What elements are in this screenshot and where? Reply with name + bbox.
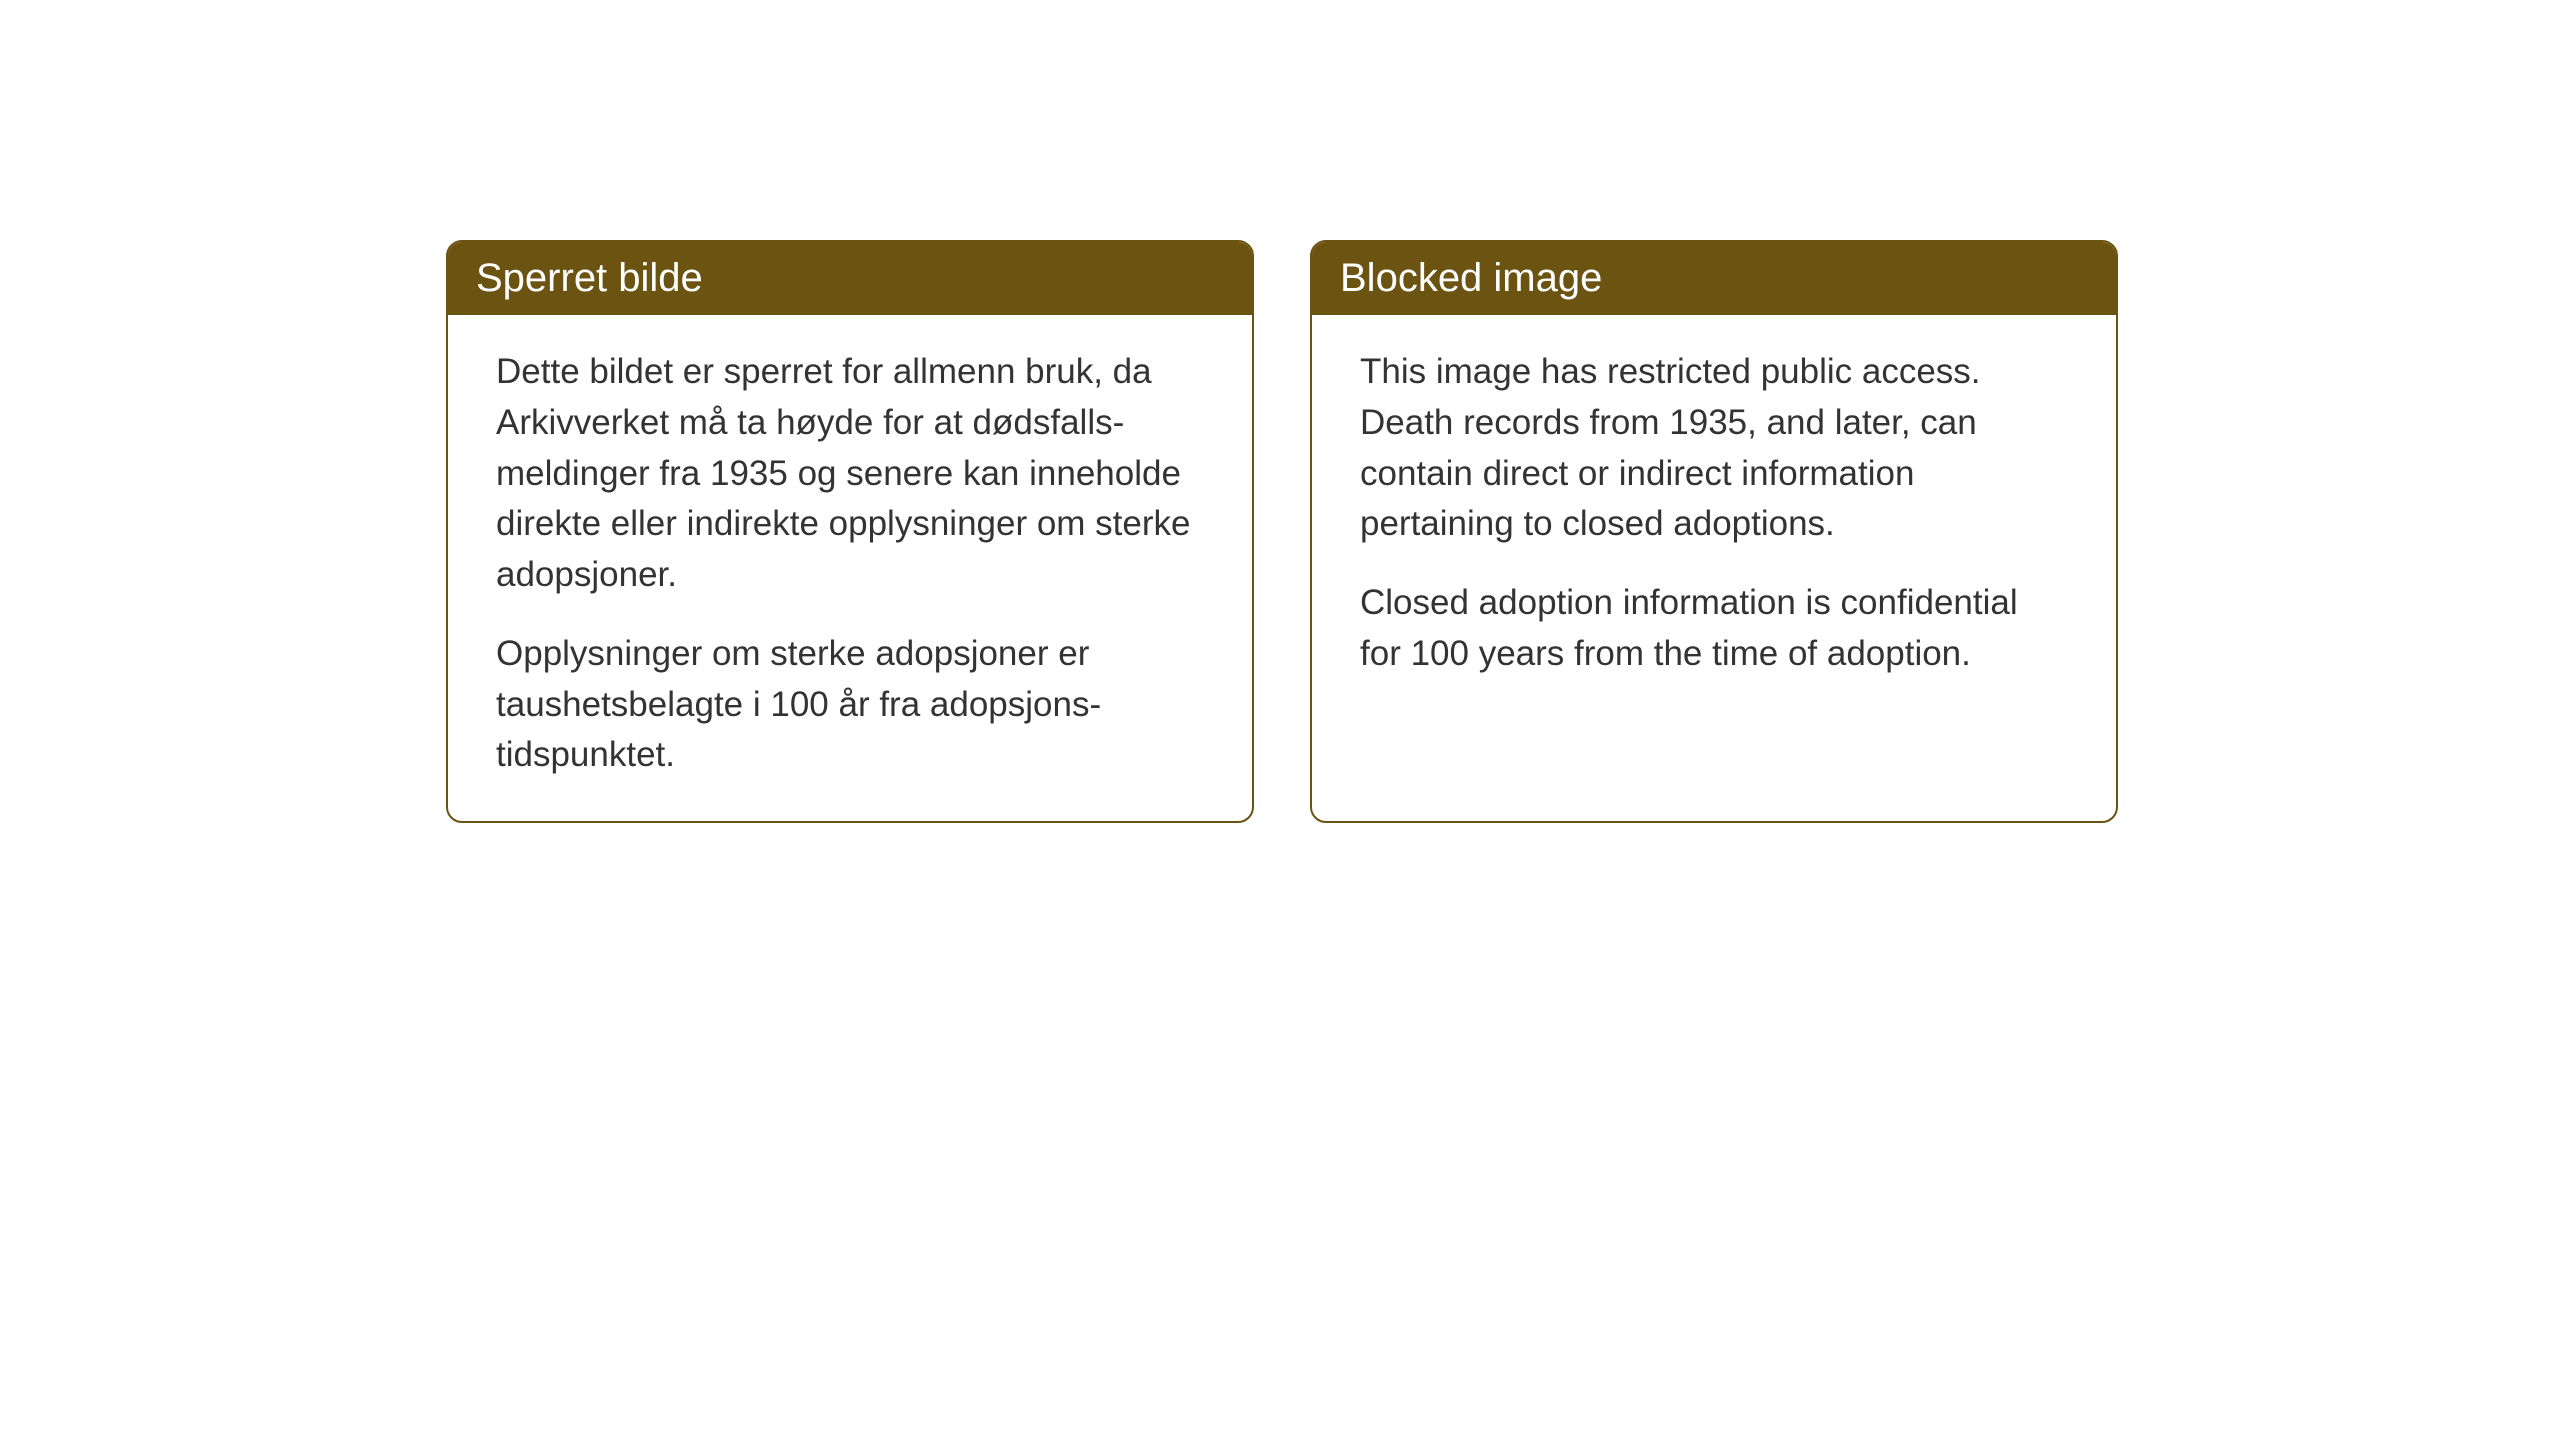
norwegian-card-header: Sperret bilde [448, 242, 1252, 315]
english-card-body: This image has restricted public access.… [1312, 315, 2116, 720]
norwegian-card-body: Dette bildet er sperret for allmenn bruk… [448, 315, 1252, 821]
english-notice-card: Blocked image This image has restricted … [1310, 240, 2118, 823]
norwegian-notice-card: Sperret bilde Dette bildet er sperret fo… [446, 240, 1254, 823]
english-card-header: Blocked image [1312, 242, 2116, 315]
norwegian-paragraph-2: Opplysninger om sterke adopsjoner er tau… [496, 629, 1204, 781]
notice-container: Sperret bilde Dette bildet er sperret fo… [446, 240, 2118, 823]
english-paragraph-2: Closed adoption information is confident… [1360, 578, 2068, 680]
norwegian-card-title: Sperret bilde [476, 256, 703, 300]
english-paragraph-1: This image has restricted public access.… [1360, 347, 2068, 550]
english-card-title: Blocked image [1340, 256, 1602, 300]
norwegian-paragraph-1: Dette bildet er sperret for allmenn bruk… [496, 347, 1204, 601]
